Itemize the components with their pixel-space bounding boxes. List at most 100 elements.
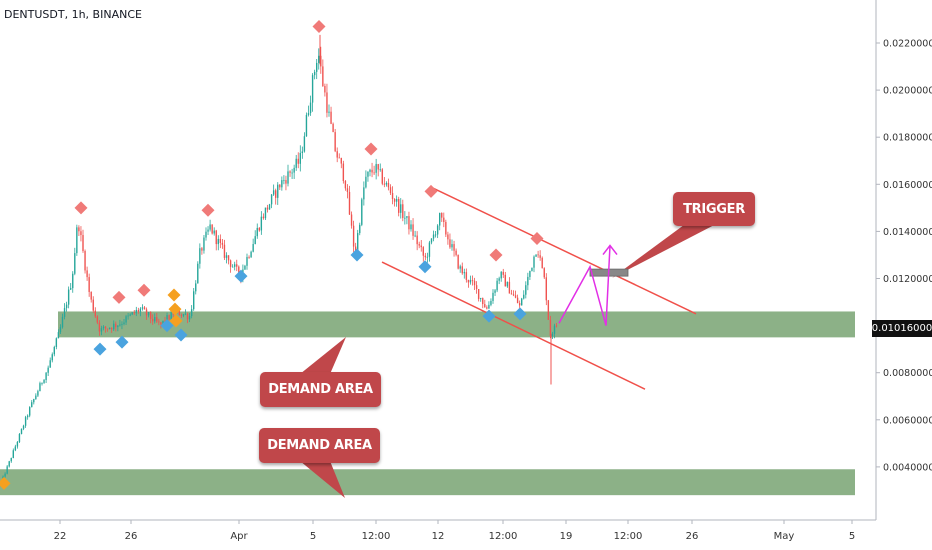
candle-body (465, 272, 468, 280)
candle-body (94, 310, 96, 317)
candle-body (293, 167, 295, 173)
buy-signal-marker (93, 342, 107, 356)
candle-body (545, 277, 547, 301)
demand-callout-pointer-lower (300, 461, 345, 498)
y-tick-label: 0.0180000 (883, 133, 932, 144)
candle-body (305, 114, 308, 137)
candle-body (115, 323, 117, 328)
candle-body (119, 324, 121, 326)
candle-body (461, 266, 463, 274)
candle-body (301, 151, 304, 153)
zone-layer (0, 311, 855, 496)
candle-body (400, 204, 402, 213)
y-tick-label: 0.0060000 (883, 415, 932, 426)
candle-body (104, 326, 107, 329)
candle-body (500, 271, 502, 279)
channel-line-lower (381, 261, 646, 390)
candle-body (264, 207, 267, 219)
candle-body (324, 86, 326, 93)
demand-zone (0, 469, 855, 496)
candle-body (4, 473, 6, 477)
candle-body (391, 193, 394, 199)
x-tick-label: 26 (125, 531, 138, 542)
candle-body (354, 246, 357, 253)
candle-body (35, 395, 37, 400)
candle-body (463, 272, 465, 274)
candle-body (539, 255, 541, 258)
candle-body (535, 254, 537, 257)
candle-body (76, 227, 78, 254)
candle-body (381, 169, 383, 184)
candle-body (43, 379, 45, 383)
candle-body (201, 248, 203, 251)
candle-body (383, 183, 386, 185)
demand-zone (58, 311, 855, 338)
candle-body (289, 171, 291, 173)
candle-body (486, 307, 488, 309)
orange-signal-marker (0, 476, 11, 490)
marker-layer (0, 20, 544, 490)
candle-body (236, 264, 238, 267)
candle-body (453, 244, 455, 251)
candle-body (10, 458, 12, 462)
channel-line-upper (429, 185, 697, 315)
candle-body (529, 270, 531, 277)
candle-body (203, 237, 205, 251)
candle-body (41, 382, 43, 384)
candle-body (29, 407, 31, 416)
candle-body (168, 315, 170, 320)
candle-body (443, 217, 445, 222)
candle-body (449, 239, 451, 248)
candle-body (387, 182, 390, 188)
candle-body (215, 230, 217, 245)
demand-area-callout-lower: DEMAND AREA (259, 428, 380, 463)
candle-body (496, 280, 498, 291)
sell-signal-marker (530, 231, 544, 245)
candle-body (316, 62, 318, 72)
candle-body (244, 265, 246, 270)
sell-signal-marker (74, 201, 88, 215)
trigger-callout: TRIGGER (673, 192, 755, 226)
x-tick-label: Apr (230, 531, 248, 542)
candle-body (16, 441, 19, 447)
candle-body (510, 293, 513, 295)
candle-body (268, 204, 271, 210)
candle-body (441, 212, 443, 218)
x-tick-label: 22 (54, 531, 67, 542)
sell-signal-marker (112, 290, 126, 304)
candle-body (154, 317, 156, 322)
candle-body (344, 180, 347, 189)
x-tick-label: 26 (686, 531, 699, 542)
candle-body (229, 260, 232, 267)
candle-body (436, 225, 439, 235)
buy-signal-marker (160, 319, 174, 333)
candle-body (98, 322, 101, 332)
candle-body (299, 152, 301, 164)
candle-body (92, 299, 94, 311)
candle-body (135, 309, 137, 314)
candle-body (475, 285, 478, 290)
candle-body (469, 280, 472, 283)
candle-body (18, 433, 21, 442)
candle-body (295, 158, 297, 168)
candle-body (502, 271, 504, 275)
orange-signal-marker (169, 314, 183, 328)
candle-body (129, 314, 131, 316)
x-tick-label: 5 (310, 531, 316, 542)
candle-body (498, 278, 500, 281)
candle-body (367, 171, 369, 177)
candle-body (373, 172, 375, 174)
candle-body (553, 325, 556, 334)
candle-body (375, 164, 377, 173)
candle-body (320, 55, 322, 67)
candle-body (357, 233, 359, 253)
sell-signal-marker (424, 184, 438, 198)
candle-body (125, 316, 127, 323)
candle-body (88, 277, 90, 292)
projection-path (558, 245, 611, 326)
candle-body (541, 257, 543, 269)
candle-body (147, 312, 150, 316)
candle-body (31, 402, 33, 408)
y-tick-label: 0.0160000 (883, 180, 932, 191)
candle-body (328, 111, 330, 113)
